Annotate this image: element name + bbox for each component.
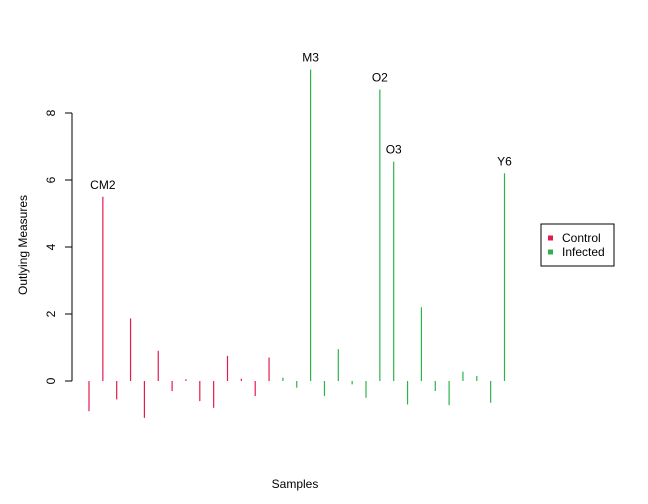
y-tick-label: 4 (44, 243, 58, 250)
annotation-label: M3 (302, 50, 319, 64)
annotation-label: O3 (386, 143, 402, 157)
legend-swatch (548, 249, 553, 255)
legend-box (540, 223, 615, 267)
y-tick-label: 2 (44, 310, 58, 317)
annotation-label: CM2 (90, 178, 116, 192)
annotation-labels: CM2 M3 O2 O3 Y6 (90, 50, 512, 191)
legend-label: Infected (562, 245, 605, 259)
legend-label: Control (562, 231, 601, 245)
y-tick-label: 0 (44, 377, 58, 384)
annotation-label: Y6 (497, 154, 512, 168)
x-axis-label: Samples (272, 477, 319, 491)
annotation-label: O2 (372, 71, 388, 85)
y-axis: 0 2 4 6 8 (44, 109, 73, 384)
bars-group (88, 69, 506, 418)
y-tick-label: 6 (44, 176, 58, 183)
legend-swatch (548, 235, 553, 241)
y-tick-label: 8 (44, 109, 58, 116)
y-axis-label: Outlying Measures (16, 195, 30, 295)
